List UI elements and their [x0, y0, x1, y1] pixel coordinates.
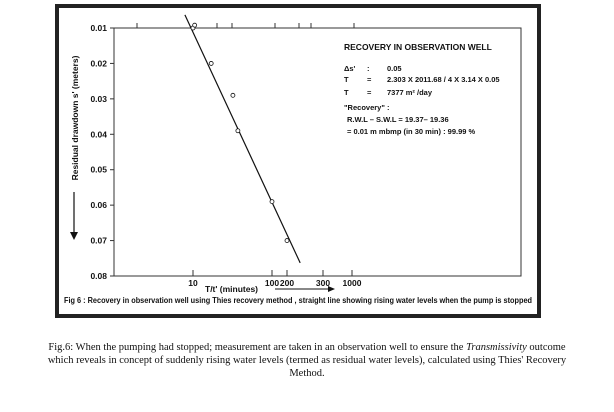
- data-point: [192, 22, 198, 28]
- recovery-line-2: = 0.01 m mbmp (in 30 min) : 99.99 %: [347, 127, 476, 136]
- y-tick-label: 0.03: [90, 94, 107, 104]
- figure-caption: Fig.6: When the pumping had stopped; mea…: [40, 341, 574, 380]
- caption-text-1: Fig.6: When the pumping had stopped; mea…: [48, 342, 467, 353]
- annotation-symbol: Δs': [344, 64, 356, 73]
- data-point: [235, 128, 241, 134]
- y-tick-label: 0.05: [90, 165, 107, 175]
- figure-label: Fig 6 : Recovery in observation well usi…: [64, 296, 532, 305]
- x-tick-label: 200: [280, 278, 294, 288]
- annotation-operator: =: [367, 88, 372, 97]
- x-tick-label: 300: [316, 278, 330, 288]
- annotation-value: 0.05: [387, 64, 402, 73]
- x-tick-label: 100: [265, 278, 279, 288]
- y-tick-label: 0.02: [90, 58, 107, 68]
- annotation-value: 2.303 X 2011.68 / 4 X 3.14 X 0.05: [387, 75, 500, 84]
- x-axis-arrowhead-icon: [328, 286, 335, 292]
- plot-area: [113, 27, 522, 277]
- data-point: [284, 238, 290, 243]
- y-tick-label: 0.01: [90, 23, 107, 33]
- y-tick-label: 0.07: [90, 236, 107, 246]
- annotation-symbol: T: [344, 75, 349, 84]
- caption-text-2: outcome which reveals in concept of sudd…: [47, 342, 567, 379]
- x-tick-label: 1000: [343, 278, 362, 288]
- fit-line: [184, 14, 301, 264]
- data-point: [208, 61, 214, 66]
- x-tick-label: 10: [188, 278, 198, 288]
- y-axis-arrowhead-icon: [70, 232, 78, 240]
- recovery-line-1: R.W.L – S.W.L = 19.37– 19.36: [347, 115, 449, 124]
- recovery-label: "Recovery" :: [344, 103, 389, 112]
- y-tick-label: 0.08: [90, 271, 107, 281]
- figure-frame: [55, 4, 541, 318]
- data-point: [269, 199, 275, 205]
- annotation-symbol: T: [344, 88, 349, 97]
- data-point: [230, 92, 236, 98]
- x-axis-label: T/t' (minutes): [205, 284, 258, 294]
- annotation-title: RECOVERY IN OBSERVATION WELL: [344, 42, 492, 52]
- y-tick-label: 0.06: [90, 200, 107, 210]
- annotation-operator: =: [367, 75, 372, 84]
- y-axis-label: Residual drawdown s' (meters): [70, 55, 80, 180]
- caption-italic: Transmissivity: [466, 342, 527, 353]
- y-tick-label: 0.04: [90, 129, 107, 139]
- annotation-value: 7377 m² /day: [387, 88, 433, 97]
- annotation-operator: :: [367, 64, 370, 73]
